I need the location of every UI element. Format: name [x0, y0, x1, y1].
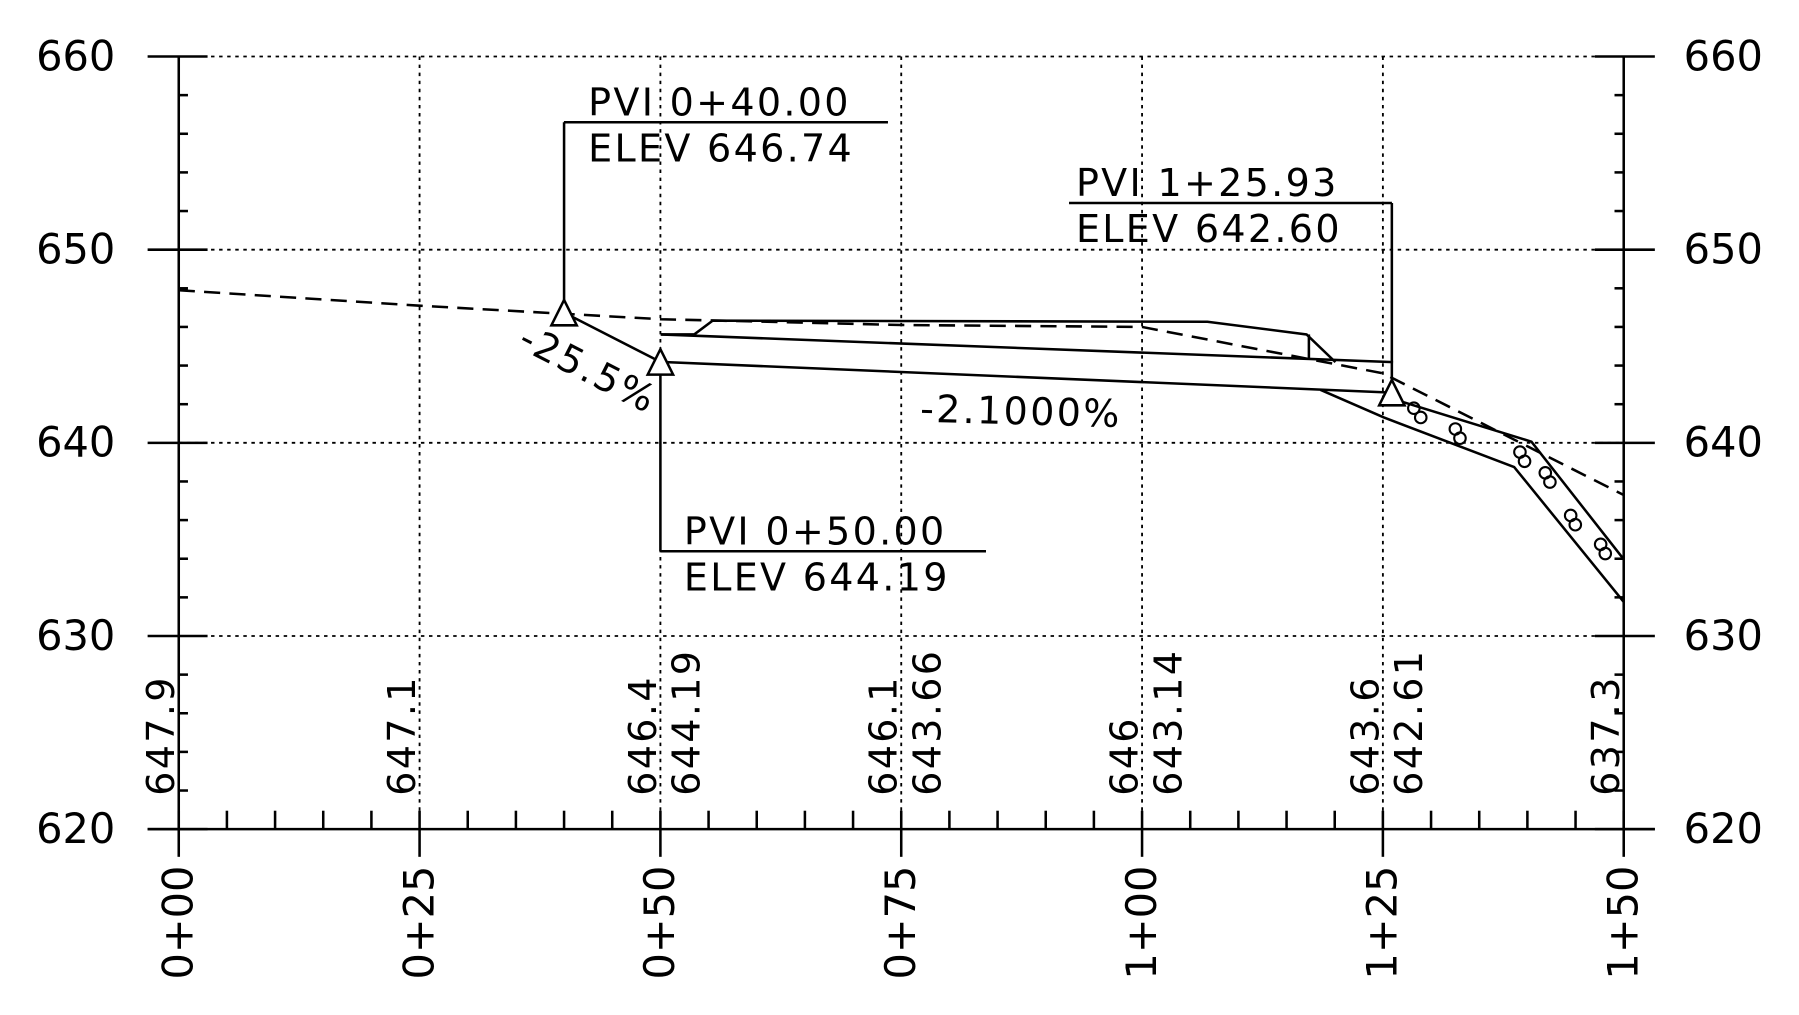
y2-tick-label: 650 [1684, 225, 1763, 274]
pvi-marker [549, 297, 579, 327]
riprap-upper [1392, 397, 1625, 561]
existing-elevation-label: 643.6 [1343, 675, 1387, 795]
pvi-elevation: ELEV 646.74 [588, 126, 854, 170]
pvi-marker [1377, 377, 1407, 407]
pvi-station: PVI 1+25.93 [1076, 161, 1339, 205]
proposed-elevation-label: 644.19 [665, 649, 709, 796]
existing-ground-line [178, 288, 1625, 497]
x-tick-label: 1+50 [1599, 866, 1648, 980]
plot-area: 620 620 630 630 640 640 650 650 660 660 0+00 0+25 0+… [36, 31, 1763, 979]
x-tick-label: 1+25 [1358, 866, 1407, 980]
y2-tick-label: 620 [1684, 804, 1763, 853]
y2-tick-label: 640 [1684, 418, 1763, 467]
x-tick-label: 0+00 [154, 866, 203, 980]
existing-elevation-label: 646.4 [621, 675, 665, 795]
y2-tick-label: 630 [1684, 611, 1763, 660]
riprap-lower [1319, 388, 1625, 603]
proposed-elevation-label: 643.66 [905, 649, 949, 796]
y-tick-label: 660 [36, 31, 115, 80]
y-tick-label: 630 [36, 611, 115, 660]
proposed-elevation-label: 643.14 [1146, 649, 1190, 796]
x-tick-label: 1+00 [1117, 866, 1166, 980]
existing-elevation-label: 646.1 [862, 675, 906, 795]
pvi-elevation: ELEV 644.19 [684, 555, 950, 599]
y-tick-label: 620 [36, 804, 115, 853]
x-tick-label: 0+50 [635, 866, 684, 980]
grade-label: -2.1000% [920, 387, 1123, 436]
pvi-station: PVI 0+50.00 [684, 509, 947, 553]
x-tick-label: 0+75 [876, 866, 925, 980]
wall-base [660, 333, 1394, 364]
grade-label: -25.5% [512, 316, 664, 423]
existing-elevation-label: 647.1 [380, 675, 424, 795]
structure [660, 319, 1625, 603]
y-tick-label: 640 [36, 418, 115, 467]
y-tick-label: 650 [36, 225, 115, 274]
x-tick-label: 0+25 [394, 866, 443, 980]
existing-elevation-label: 646 [1102, 716, 1146, 796]
y2-tick-label: 660 [1684, 31, 1763, 80]
pvi-station: PVI 0+40.00 [588, 80, 851, 124]
proposed-elevation-label: 642.61 [1387, 649, 1431, 796]
riprap-stones [1407, 401, 1613, 561]
pvi-elevation: ELEV 642.60 [1076, 207, 1342, 251]
existing-elevation-label: 647.9 [139, 675, 183, 795]
existing-elevation-label: 637.3 [1584, 675, 1628, 795]
